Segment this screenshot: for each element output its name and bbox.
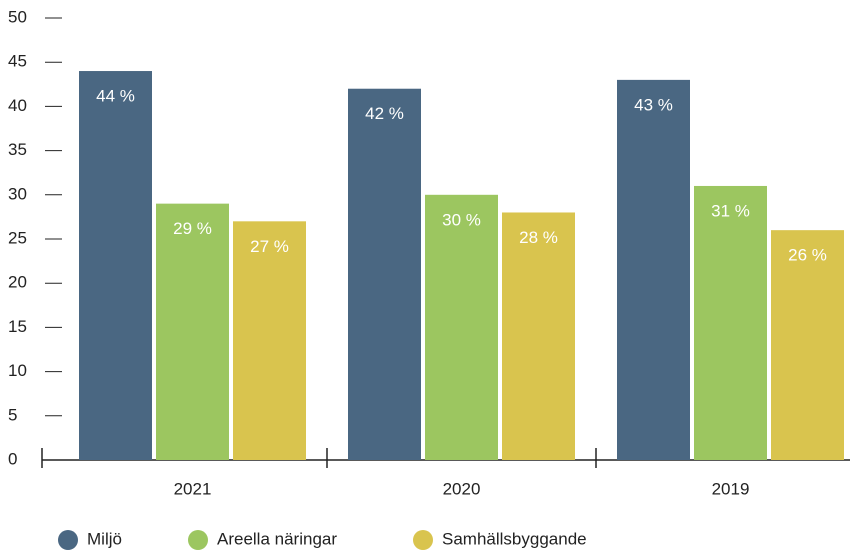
bar xyxy=(694,185,767,460)
bar xyxy=(233,221,306,460)
y-tick-label: 35 xyxy=(8,140,27,159)
x-tick-label: 2019 xyxy=(712,479,750,498)
legend-swatch xyxy=(413,530,433,550)
x-tick-label: 2020 xyxy=(443,479,481,498)
bar xyxy=(617,79,690,460)
legend-label: Samhällsbyggande xyxy=(442,529,587,548)
bar xyxy=(79,71,152,460)
value-label: 44 % xyxy=(96,87,135,106)
x-tick-label: 2021 xyxy=(174,479,212,498)
legend-swatch xyxy=(188,530,208,550)
legend-label: Miljö xyxy=(87,529,122,548)
value-label: 26 % xyxy=(788,246,827,265)
y-tick-label: 0 xyxy=(8,449,17,468)
value-label: 28 % xyxy=(519,228,558,247)
y-tick-label: 40 xyxy=(8,96,27,115)
y-tick-label: 20 xyxy=(8,273,27,292)
bar xyxy=(348,88,421,460)
y-tick-label: 30 xyxy=(8,184,27,203)
y-tick-label: 45 xyxy=(8,52,27,71)
value-label: 30 % xyxy=(442,210,481,229)
value-label: 31 % xyxy=(711,201,750,220)
bar xyxy=(425,194,498,461)
value-label: 29 % xyxy=(173,219,212,238)
bar xyxy=(771,230,844,460)
legend-label: Areella näringar xyxy=(217,529,337,548)
bar xyxy=(502,212,575,460)
y-tick-label: 5 xyxy=(8,405,17,424)
legend-swatch xyxy=(58,530,78,550)
bar xyxy=(156,203,229,460)
y-tick-label: 15 xyxy=(8,317,27,336)
y-tick-label: 50 xyxy=(8,7,27,26)
value-label: 43 % xyxy=(634,95,673,114)
value-label: 27 % xyxy=(250,237,289,256)
y-tick-label: 10 xyxy=(8,361,27,380)
value-label: 42 % xyxy=(365,104,404,123)
y-tick-label: 25 xyxy=(8,228,27,247)
